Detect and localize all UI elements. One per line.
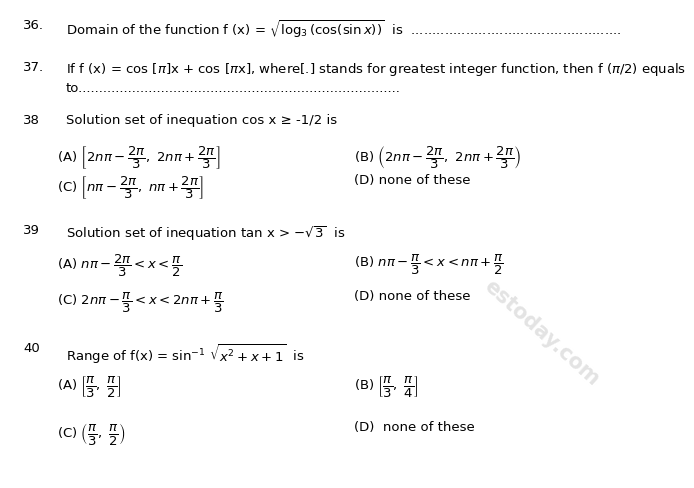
- Text: 38: 38: [23, 114, 40, 127]
- Text: Solution set of inequation tan x > $-\sqrt{3}$  is: Solution set of inequation tan x > $-\sq…: [66, 224, 345, 242]
- Text: (D) none of these: (D) none of these: [354, 290, 471, 303]
- Text: Range of f(x) = sin$^{-1}$ $\sqrt{x^2+x+1}$  is: Range of f(x) = sin$^{-1}$ $\sqrt{x^2+x+…: [66, 342, 305, 366]
- Text: (B) $\left[\dfrac{\pi}{3},\ \dfrac{\pi}{4}\right]$: (B) $\left[\dfrac{\pi}{3},\ \dfrac{\pi}{…: [354, 373, 419, 398]
- Text: 36.: 36.: [23, 19, 44, 32]
- Text: Domain of the function f (x) = $\sqrt{\log_3(\cos(\sin x))}$  is  ..............: Domain of the function f (x) = $\sqrt{\l…: [66, 19, 621, 41]
- Text: (C) $\left[n\pi-\dfrac{2\pi}{3},\ n\pi+\dfrac{2\pi}{3}\right]$: (C) $\left[n\pi-\dfrac{2\pi}{3},\ n\pi+\…: [57, 174, 204, 201]
- Text: (B) $\left(2n\pi-\dfrac{2\pi}{3},\ 2n\pi+\dfrac{2\pi}{3}\right)$: (B) $\left(2n\pi-\dfrac{2\pi}{3},\ 2n\pi…: [354, 143, 521, 170]
- Text: Solution set of inequation cos x ≥ -1/2 is: Solution set of inequation cos x ≥ -1/2 …: [66, 114, 337, 127]
- Text: (D)  none of these: (D) none of these: [354, 420, 475, 433]
- Text: (B) $n\pi-\dfrac{\pi}{3}<x<n\pi+\dfrac{\pi}{2}$: (B) $n\pi-\dfrac{\pi}{3}<x<n\pi+\dfrac{\…: [354, 253, 504, 277]
- Text: If f (x) = cos $[\pi]$x + cos $[\pi$x], where[.] stands for greatest integer fun: If f (x) = cos $[\pi]$x + cos $[\pi$x], …: [66, 61, 686, 78]
- Text: (A) $\left[2n\pi-\dfrac{2\pi}{3},\ 2n\pi+\dfrac{2\pi}{3}\right]$: (A) $\left[2n\pi-\dfrac{2\pi}{3},\ 2n\pi…: [57, 143, 221, 170]
- Text: (D) none of these: (D) none of these: [354, 174, 471, 187]
- Text: to..............................................................................: to......................................…: [66, 82, 401, 95]
- Text: 39: 39: [23, 224, 40, 237]
- Text: (A) $n\pi-\dfrac{2\pi}{3}<x<\dfrac{\pi}{2}$: (A) $n\pi-\dfrac{2\pi}{3}<x<\dfrac{\pi}{…: [57, 253, 182, 279]
- Text: 40: 40: [23, 342, 40, 355]
- Text: estoday.com: estoday.com: [480, 275, 603, 388]
- Text: (C) $2n\pi-\dfrac{\pi}{3}<x<2n\pi+\dfrac{\pi}{3}$: (C) $2n\pi-\dfrac{\pi}{3}<x<2n\pi+\dfrac…: [57, 290, 223, 314]
- Text: 37.: 37.: [23, 61, 44, 74]
- Text: (A) $\left[\dfrac{\pi}{3},\ \dfrac{\pi}{2}\right]$: (A) $\left[\dfrac{\pi}{3},\ \dfrac{\pi}{…: [57, 373, 121, 398]
- Text: (C) $\left(\dfrac{\pi}{3},\ \dfrac{\pi}{2}\right)$: (C) $\left(\dfrac{\pi}{3},\ \dfrac{\pi}{…: [57, 420, 126, 446]
